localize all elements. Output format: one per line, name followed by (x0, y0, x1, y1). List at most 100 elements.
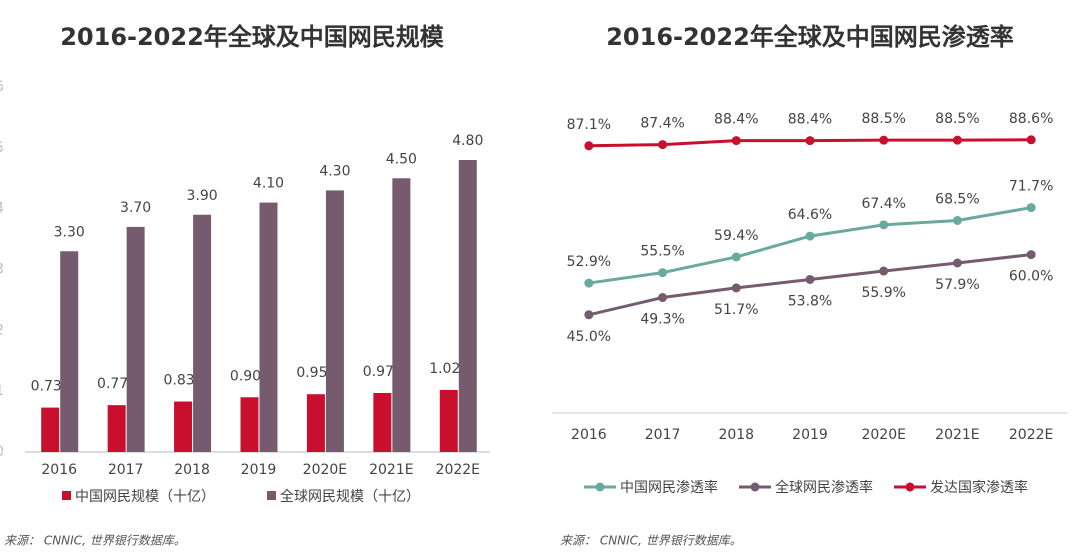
bar (126, 226, 145, 452)
x-tick-label: 2018 (718, 427, 754, 443)
source: 来源： CNNIC, 世界银行数据库。 (560, 534, 742, 548)
x-tick-label: 2020E (303, 462, 347, 478)
legend-label: 全球网民渗透率 (775, 479, 873, 496)
data-label: 88.4% (714, 112, 758, 128)
point (879, 220, 889, 230)
data-label: 3.30 (54, 224, 85, 240)
data-label: 3.70 (120, 200, 151, 216)
source: 来源： CNNIC, 世界银行数据库。 (4, 534, 186, 548)
point (584, 310, 594, 320)
legend-marker (905, 482, 915, 492)
x-tick-label: 2017 (645, 427, 681, 443)
bar (392, 178, 411, 452)
bar (107, 405, 126, 452)
bar (439, 389, 458, 452)
data-label: 87.4% (640, 116, 684, 132)
legend-swatch (62, 491, 71, 500)
x-tick-label: 2021E (369, 462, 413, 478)
x-tick-label: 2017 (108, 462, 144, 478)
point (584, 278, 594, 288)
legend-label: 全球网民规模（十亿） (280, 488, 420, 505)
data-label: 64.6% (788, 207, 832, 223)
data-label: 4.80 (452, 133, 483, 149)
data-label: 71.7% (1009, 179, 1053, 195)
point (1026, 135, 1036, 145)
x-tick-label: 2022E (436, 462, 480, 478)
bar (306, 394, 325, 452)
bar (60, 251, 79, 452)
data-label: 0.97 (363, 364, 394, 380)
legend-marker (595, 482, 605, 492)
point (658, 140, 668, 150)
data-label: 0.90 (230, 368, 261, 384)
chart-title: 2016-2022年全球及中国网民渗透率 (606, 23, 1014, 51)
data-label: 55.9% (861, 285, 905, 301)
data-label: 67.4% (861, 196, 905, 212)
point (584, 141, 594, 151)
point (805, 136, 815, 146)
bar (325, 190, 344, 452)
data-label: 60.0% (1009, 269, 1053, 285)
point (1026, 250, 1036, 260)
point (952, 258, 962, 268)
point (658, 268, 668, 278)
data-label: 3.90 (186, 188, 217, 204)
data-label: 45.0% (567, 329, 611, 345)
point (731, 283, 741, 293)
data-label: 4.50 (386, 151, 417, 167)
bar (174, 401, 193, 452)
data-label: 59.4% (714, 228, 758, 244)
data-label: 87.1% (567, 117, 611, 133)
data-label: 0.95 (296, 365, 327, 381)
data-label: 88.5% (861, 111, 905, 127)
point (658, 293, 668, 303)
data-label: 88.6% (1009, 111, 1053, 127)
bar (41, 407, 60, 452)
data-label: 53.8% (788, 293, 832, 309)
legend-swatch (267, 491, 276, 500)
data-label: 4.30 (319, 163, 350, 179)
bar (240, 397, 259, 452)
bar (259, 202, 278, 452)
chart-title: 2016-2022年全球及中国网民规模 (60, 23, 445, 51)
x-tick-label: 2022E (1009, 427, 1053, 443)
legend-label: 中国网民规模（十亿） (75, 489, 215, 505)
x-tick-label: 2019 (241, 462, 277, 478)
data-label: 68.5% (935, 191, 979, 207)
legend-marker (750, 482, 760, 492)
data-label: 49.3% (640, 312, 684, 328)
point (1026, 203, 1036, 213)
data-label: 88.4% (788, 112, 832, 128)
data-label: 52.9% (567, 254, 611, 270)
data-label: 1.02 (429, 361, 460, 377)
data-label: 0.83 (163, 373, 194, 389)
point (731, 252, 741, 262)
point (879, 135, 889, 145)
x-tick-label: 2018 (174, 462, 210, 478)
point (952, 215, 962, 225)
x-tick-label: 2016 (41, 462, 77, 478)
data-label: 0.77 (97, 376, 128, 392)
point (952, 135, 962, 145)
legend-label: 中国网民渗透率 (620, 479, 718, 496)
data-label: 51.7% (714, 302, 758, 318)
x-tick-label: 2021E (935, 427, 979, 443)
x-tick-label: 2020E (861, 427, 905, 443)
x-tick-label: 2016 (571, 427, 607, 443)
bar (193, 214, 212, 452)
x-tick-label: 2019 (792, 427, 828, 443)
bar (373, 392, 392, 452)
point (805, 274, 815, 284)
point (879, 266, 889, 276)
data-label: 57.9% (935, 277, 979, 293)
data-label: 0.73 (31, 379, 62, 395)
bar (458, 160, 477, 452)
data-label: 55.5% (640, 244, 684, 260)
data-label: 4.10 (253, 176, 284, 192)
legend-label: 发达国家渗透率 (930, 479, 1028, 496)
point (731, 136, 741, 146)
point (805, 231, 815, 241)
data-label: 88.5% (935, 111, 979, 127)
